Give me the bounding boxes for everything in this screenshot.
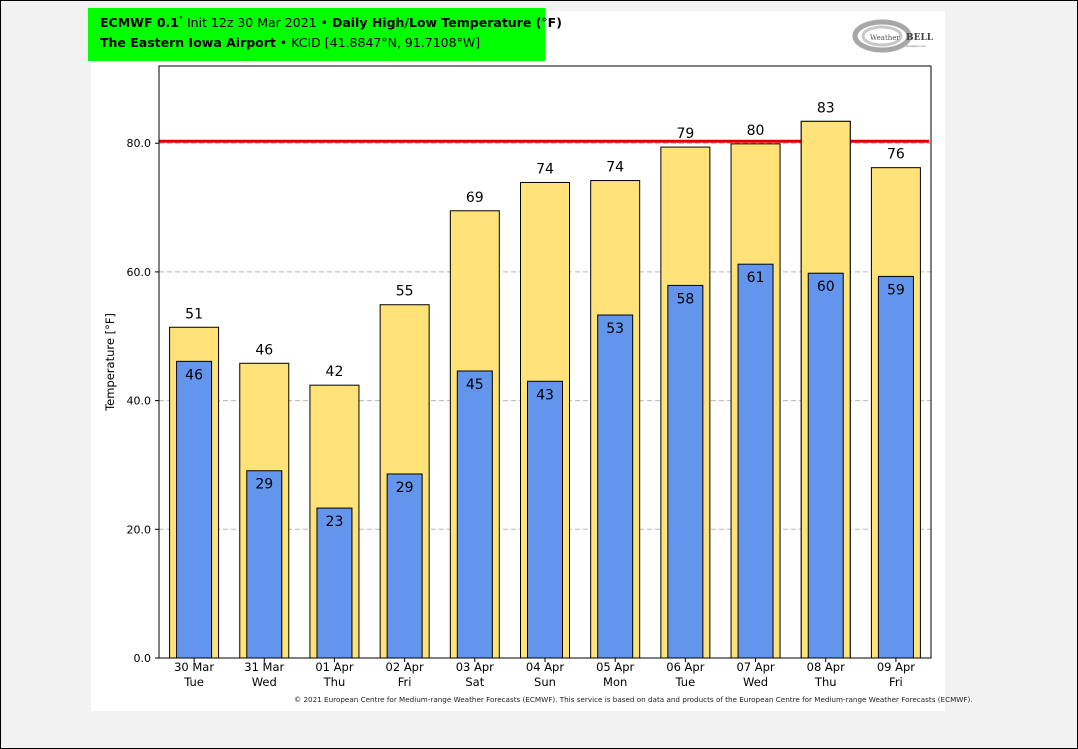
low-temp-bar [527,380,563,659]
x-tick-label-day: Fri [398,675,412,689]
x-tick-label-date: 08 Apr [807,660,845,674]
chart-header: ECMWF 0.1° Init 12z 30 Mar 2021 • Daily … [88,8,562,61]
low-temp-bar [597,314,634,659]
low-temp-label: 46 [185,367,203,383]
x-tick-label-day: Fri [889,675,903,689]
low-temp-label: 45 [466,377,484,393]
low-temp-bar [456,370,493,659]
y-tick-label: 60.0 [127,266,152,279]
x-tick-label-day: Thu [323,675,346,689]
low-temp-label: 53 [606,321,624,337]
high-temp-label: 74 [606,160,624,176]
low-temp-label: 59 [887,282,905,298]
station-name: The Eastern Iowa Airport [100,35,276,50]
low-temp-label: 61 [747,270,765,286]
x-tick-label-day: Sat [465,675,484,689]
x-tick-label-day: Thu [814,675,837,689]
high-temp-label: 80 [747,123,765,139]
separator-1: • [316,15,332,31]
x-tick-label-date: 05 Apr [596,660,634,674]
weatherbell-logo-icon: Weather BELL Analytics LLC [852,19,934,53]
model-name: ECMWF 0.1 [100,15,179,31]
high-temp-label: 83 [817,100,835,116]
low-temp-bar-overlay [807,272,844,659]
x-tick-label-day: Mon [603,675,627,689]
logo-text-right: BELL [906,33,934,43]
high-temp-label: 76 [887,147,905,163]
x-tick-label-date: 02 Apr [386,660,424,674]
low-temp-label: 23 [326,514,344,530]
x-tick-label-date: 01 Apr [315,660,353,674]
x-tick-label-date: 31 Mar [244,660,284,674]
low-temp-label: 29 [255,477,273,493]
high-temp-label: 55 [396,284,414,300]
low-temp-bar [316,507,353,659]
y-tick-label: 80.0 [127,137,152,150]
x-tick-label-date: 30 Mar [174,660,214,674]
low-temp-bar [176,360,213,659]
copyright-footnote: © 2021 European Centre for Medium-range … [294,695,973,704]
separator-2: • [275,35,292,50]
low-temp-bar [737,263,774,659]
y-tick-label: 20.0 [127,523,152,536]
low-temp-label: 58 [676,291,694,307]
x-tick-label-day: Tue [183,675,204,689]
degree-mark: ° [178,15,183,24]
low-temp-bar [386,473,423,659]
low-temp-label: 60 [817,279,835,295]
station-info: KCID [41.8847°N, 91.7108°W] [291,35,481,50]
x-tick-label-day: Wed [252,675,277,689]
init-time: Init 12z 30 Mar 2021 [182,15,317,31]
y-axis-label: Temperature [°F] [103,313,117,412]
x-tick-label-day: Tue [675,675,696,689]
x-tick-label-day: Wed [743,675,768,689]
low-temp-label: 29 [396,480,414,496]
high-temp-label: 79 [676,126,694,142]
header-line-2: The Eastern Iowa Airport • KCID [41.8847… [100,35,480,50]
low-temp-bar [667,284,704,659]
header-line-1: ECMWF 0.1° Init 12z 30 Mar 2021 • Daily … [100,15,562,30]
y-tick-label: 0.0 [134,652,152,665]
high-temp-label: 51 [185,306,203,322]
logo-text-left: Weather [870,34,900,42]
x-tick-label-date: 04 Apr [526,660,564,674]
high-temp-label: 74 [536,161,554,177]
logo-subtext: Analytics LLC [906,44,926,48]
high-temp-label: 42 [326,364,344,380]
x-tick-label-date: 06 Apr [666,660,704,674]
low-temp-bar [246,470,283,659]
x-tick-label-date: 03 Apr [456,660,494,674]
y-tick-label: 40.0 [127,395,152,408]
low-temp-label: 43 [536,387,554,403]
plot-area-frame [158,65,932,659]
low-temp-bar [877,275,914,659]
high-temp-label: 69 [466,190,484,206]
x-tick-label-date: 07 Apr [736,660,774,674]
product-title: Daily High/Low Temperature (°F) [331,15,562,31]
high-temp-label: 46 [255,342,273,358]
x-tick-label-day: Sun [534,675,556,689]
x-tick-label-date: 09 Apr [877,660,915,674]
